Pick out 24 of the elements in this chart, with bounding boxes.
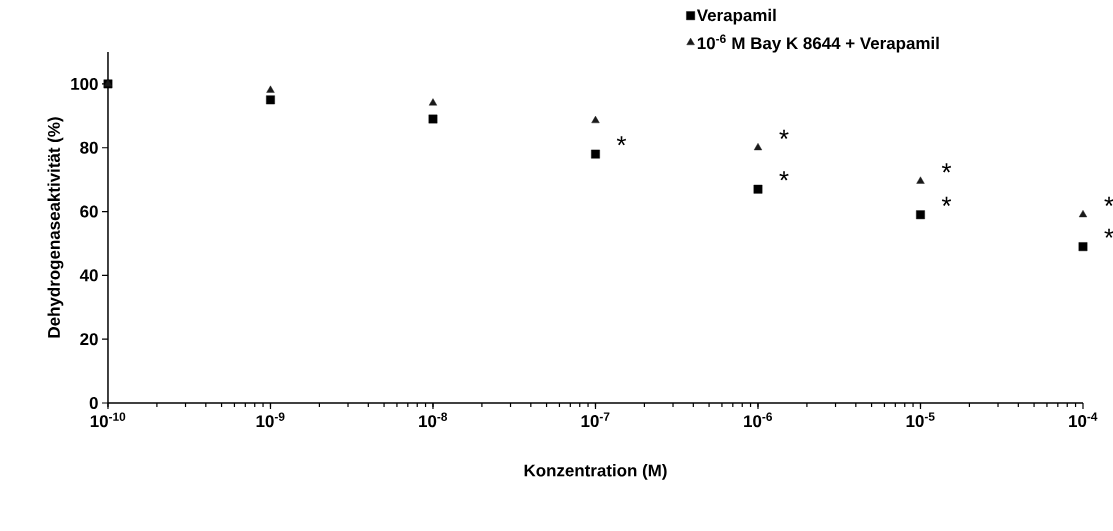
annotation: * <box>941 196 952 206</box>
y-axis-title: Dehydrogenaseaktivität (%) <box>47 117 64 338</box>
x-tick-label: 10$^{-7}$ <box>581 412 610 428</box>
y-tick-label: 60 <box>80 205 98 218</box>
annotation: * <box>779 129 789 139</box>
x-tick-label: 10$^{-9}$ <box>256 412 285 428</box>
y-tick-label: 20 <box>80 333 98 346</box>
x-axis-title: Konzentration (M) <box>524 464 667 480</box>
legend-label: Verapamil <box>696 8 776 25</box>
annotation: * <box>616 136 627 146</box>
annotation: * <box>941 163 952 173</box>
x-tick-label: 10$^{-8}$ <box>419 412 448 428</box>
x-tick-label: 10$^{-4}$ <box>1069 412 1098 428</box>
x-tick-label: 10$^{-5}$ <box>906 412 935 428</box>
annotation: * <box>779 171 789 181</box>
y-tick-label: 80 <box>80 141 98 154</box>
y-tick-label: 100 <box>71 77 98 90</box>
x-tick-label: 10$^{-10}$ <box>90 412 126 428</box>
x-tick-label: 10$^{-6}$ <box>744 412 773 428</box>
annotation: * <box>1104 228 1113 238</box>
annotation: * <box>1104 196 1113 206</box>
y-tick-label: 40 <box>79 269 98 282</box>
y-tick-label: 0 <box>89 397 98 409</box>
legend-label: 10$^{-6}$ M Bay K 8644 + Verapamil <box>697 34 939 53</box>
